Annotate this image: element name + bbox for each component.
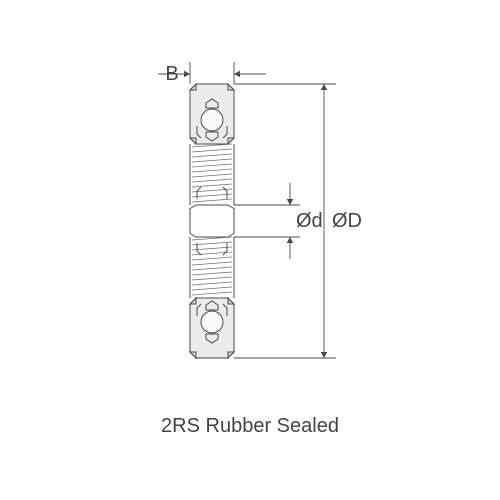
caption: 2RS Rubber Sealed [0, 415, 500, 438]
svg-text:ØD: ØD [332, 210, 362, 232]
bearing-diagram: B ØD Ød 2RS Rubber Sealed [0, 0, 500, 500]
svg-text:Ød: Ød [296, 210, 323, 232]
svg-text:B: B [165, 63, 178, 85]
